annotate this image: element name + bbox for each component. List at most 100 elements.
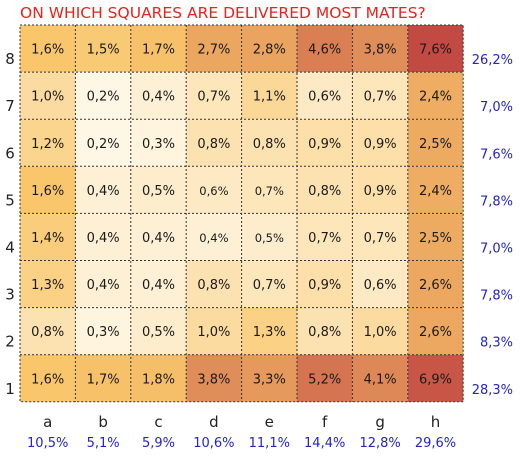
cell-d1 bbox=[186, 354, 242, 402]
cell-h7 bbox=[407, 72, 464, 120]
cell-b5 bbox=[75, 166, 131, 214]
cell-g3 bbox=[352, 260, 408, 308]
cell-c3 bbox=[130, 260, 187, 308]
cell-label-g2: 1,0% bbox=[364, 325, 397, 340]
cell-label-g5: 0,9% bbox=[364, 184, 397, 199]
cell-label-e2: 1,3% bbox=[253, 325, 286, 340]
rank-total-2: 8,3% bbox=[480, 336, 513, 351]
cell-label-d2: 1,0% bbox=[197, 325, 230, 340]
cell-label-g8: 3,8% bbox=[364, 43, 397, 58]
cell-label-a5: 1,6% bbox=[31, 184, 64, 199]
file-label-c: c bbox=[154, 413, 162, 431]
board-grid bbox=[19, 24, 464, 403]
cell-label-h7: 2,4% bbox=[419, 90, 452, 105]
cell-a4 bbox=[20, 213, 76, 261]
rank-label-8: 8 bbox=[5, 50, 15, 68]
cell-label-c4: 0,4% bbox=[142, 231, 175, 246]
cell-c5 bbox=[130, 166, 187, 214]
rank-label-4: 4 bbox=[5, 239, 15, 257]
cell-label-d6: 0,8% bbox=[197, 137, 230, 152]
cell-label-g3: 0,6% bbox=[364, 278, 397, 293]
cell-label-d3: 0,8% bbox=[197, 278, 230, 293]
file-total-a: 10,5% bbox=[27, 436, 68, 451]
board-border bbox=[19, 24, 464, 403]
rank-label-3: 3 bbox=[5, 286, 15, 304]
cell-label-b8: 1,5% bbox=[87, 43, 120, 58]
file-total-e: 11,1% bbox=[249, 436, 290, 451]
cell-e3 bbox=[241, 260, 297, 308]
cell-f2 bbox=[297, 307, 353, 355]
file-label-a: a bbox=[43, 413, 52, 431]
cell-c4 bbox=[130, 213, 187, 261]
file-totals: 10,5% 5,1% 5,9% 10,6% 11,1% 14,4% 12,8% 29,6% bbox=[27, 436, 456, 451]
cell-b4 bbox=[75, 213, 131, 261]
cell-d8 bbox=[186, 25, 242, 73]
rank-label-5: 5 bbox=[5, 191, 15, 209]
file-total-d: 10,6% bbox=[193, 436, 234, 451]
cell-label-f5: 0,8% bbox=[308, 184, 341, 199]
rank-label-1: 1 bbox=[5, 380, 15, 398]
cell-label-b2: 0,3% bbox=[87, 325, 120, 340]
cell-h5 bbox=[407, 166, 464, 214]
rank-total-1: 28,3% bbox=[472, 383, 513, 398]
cell-h1 bbox=[407, 354, 464, 402]
rank-total-8: 26,2% bbox=[472, 53, 513, 68]
cell-h8 bbox=[407, 25, 464, 73]
cell-e6 bbox=[241, 119, 297, 167]
cell-label-c8: 1,7% bbox=[142, 43, 175, 58]
file-label-g: g bbox=[375, 413, 385, 431]
cell-e5 bbox=[241, 166, 297, 214]
cell-c6 bbox=[130, 119, 187, 167]
cell-label-b6: 0,2% bbox=[87, 137, 120, 152]
cell-c2 bbox=[130, 307, 187, 355]
file-total-b: 5,1% bbox=[87, 436, 120, 451]
cell-g1 bbox=[352, 354, 408, 402]
cell-label-a2: 0,8% bbox=[31, 325, 64, 340]
rank-total-7: 7,0% bbox=[480, 100, 513, 115]
cell-d3 bbox=[186, 260, 242, 308]
heatmap-cells: 1,6% 1,5% 1,7% 2,7% 2,8% 4,6% 3,8% 7,6% 1,0% 0,2%… bbox=[20, 25, 464, 402]
cell-label-c1: 1,8% bbox=[142, 372, 175, 387]
file-label-b: b bbox=[98, 413, 108, 431]
cell-label-h1: 6,9% bbox=[419, 372, 452, 387]
cell-label-g7: 0,7% bbox=[364, 90, 397, 105]
cell-a3 bbox=[20, 260, 76, 308]
cell-label-e4: 0,5% bbox=[255, 231, 284, 245]
cell-label-c2: 0,5% bbox=[142, 325, 175, 340]
file-total-g: 12,8% bbox=[359, 436, 400, 451]
cell-label-c5: 0,5% bbox=[142, 184, 175, 199]
cell-f6 bbox=[297, 119, 353, 167]
file-label-e: e bbox=[265, 413, 274, 431]
cell-label-c6: 0,3% bbox=[142, 137, 175, 152]
cell-a7 bbox=[20, 72, 76, 120]
cell-label-b7: 0,2% bbox=[87, 90, 120, 105]
cell-label-b4: 0,4% bbox=[87, 231, 120, 246]
cell-label-e3: 0,7% bbox=[253, 278, 286, 293]
cell-c1 bbox=[130, 354, 187, 402]
cell-label-b3: 0,4% bbox=[87, 278, 120, 293]
cell-g5 bbox=[352, 166, 408, 214]
cell-label-a4: 1,4% bbox=[31, 231, 64, 246]
file-total-h: 29,6% bbox=[415, 436, 456, 451]
cell-label-f4: 0,7% bbox=[308, 231, 341, 246]
rank-label-2: 2 bbox=[5, 333, 15, 351]
cell-label-e6: 0,8% bbox=[253, 137, 286, 152]
cell-a1 bbox=[20, 354, 76, 402]
cell-label-d8: 2,7% bbox=[197, 43, 230, 58]
file-total-c: 5,9% bbox=[142, 436, 175, 451]
cell-f5 bbox=[297, 166, 353, 214]
rank-label-7: 7 bbox=[5, 97, 15, 115]
rank-total-5: 7,8% bbox=[480, 194, 513, 209]
cell-g6 bbox=[352, 119, 408, 167]
cell-d7 bbox=[186, 72, 242, 120]
cell-h4 bbox=[407, 213, 464, 261]
cell-e4 bbox=[241, 213, 297, 261]
cell-h3 bbox=[407, 260, 464, 308]
cell-label-a7: 1,0% bbox=[31, 90, 64, 105]
cell-g4 bbox=[352, 213, 408, 261]
cell-label-d5: 0,6% bbox=[199, 184, 228, 198]
cell-label-b5: 0,4% bbox=[87, 184, 120, 199]
cell-f4 bbox=[297, 213, 353, 261]
rank-totals: 26,2% 7,0% 7,6% 7,8% 7,0% 7,8% 8,3% 28,3% bbox=[472, 53, 513, 398]
cell-h2 bbox=[407, 307, 464, 355]
